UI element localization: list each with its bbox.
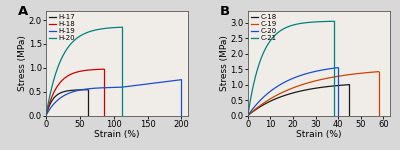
Legend: C-18, C-19, C-20, C-21: C-18, C-19, C-20, C-21 <box>250 13 278 42</box>
H-17 <box>60 91 65 93</box>
C-19 <box>328 77 332 79</box>
X-axis label: Strain (%): Strain (%) <box>296 130 342 139</box>
H-19 <box>141 84 146 85</box>
Line: H-17: H-17 <box>46 90 88 116</box>
C-21 <box>273 34 278 35</box>
H-18 <box>44 115 48 116</box>
H-18 <box>50 94 55 95</box>
C-19 <box>376 71 381 73</box>
H-18 <box>62 77 67 79</box>
C-21 <box>307 21 312 23</box>
H-19 <box>44 115 48 116</box>
H-20 <box>91 30 96 31</box>
C-21 <box>256 66 260 68</box>
H-19 <box>129 85 134 87</box>
C-21 <box>246 115 250 116</box>
Line: H-20: H-20 <box>46 27 122 116</box>
C-19 <box>340 75 345 76</box>
H-18 <box>80 70 84 72</box>
Y-axis label: Stress (MPa): Stress (MPa) <box>220 35 229 91</box>
X-axis label: Strain (%): Strain (%) <box>94 130 140 139</box>
H-20 <box>74 38 78 40</box>
C-20 <box>275 85 280 87</box>
C-20 <box>310 71 315 73</box>
H-19 <box>97 87 102 89</box>
C-20 <box>336 67 340 69</box>
H-19 <box>142 83 147 85</box>
H-18 <box>66 74 71 76</box>
C-18 <box>319 87 324 88</box>
C-19 <box>261 102 266 104</box>
H-18 <box>85 69 90 71</box>
H-17 <box>70 89 75 91</box>
C-20 <box>281 82 286 84</box>
C-18 <box>278 96 283 98</box>
Line: H-19: H-19 <box>46 80 181 116</box>
H-18 <box>86 69 90 71</box>
H-17 <box>44 115 48 116</box>
Text: B: B <box>220 5 230 18</box>
H-20 <box>68 43 73 45</box>
C-18 <box>286 93 290 95</box>
H-17 <box>86 89 90 91</box>
H-20 <box>44 115 48 116</box>
C-18 <box>347 84 352 85</box>
Legend: H-17, H-18, H-19, H-20: H-17, H-18, H-19, H-20 <box>48 13 77 42</box>
Line: H-18: H-18 <box>46 69 104 116</box>
Text: A: A <box>18 5 28 18</box>
Line: C-18: C-18 <box>248 85 349 116</box>
C-21 <box>331 20 336 22</box>
H-17 <box>74 89 79 91</box>
H-19 <box>88 88 92 90</box>
H-17 <box>57 92 62 94</box>
C-19 <box>246 115 250 116</box>
C-18 <box>309 88 314 90</box>
H-19 <box>60 96 65 98</box>
H-20 <box>99 28 104 30</box>
C-20 <box>302 73 307 75</box>
H-19 <box>179 79 184 81</box>
C-20 <box>311 71 316 73</box>
Line: C-21: C-21 <box>248 21 334 116</box>
Line: C-20: C-20 <box>248 68 338 116</box>
C-19 <box>288 88 293 90</box>
H-17 <box>49 101 54 103</box>
C-20 <box>256 101 261 103</box>
C-20 <box>246 115 250 116</box>
C-18 <box>246 115 250 116</box>
H-20 <box>98 28 103 30</box>
Y-axis label: Stress (MPa): Stress (MPa) <box>18 35 27 91</box>
C-21 <box>280 29 284 31</box>
H-20 <box>53 74 58 76</box>
C-18 <box>258 106 262 108</box>
C-19 <box>297 85 302 86</box>
C-21 <box>308 21 312 23</box>
H-20 <box>120 26 124 28</box>
C-18 <box>319 86 324 88</box>
H-18 <box>101 68 106 70</box>
Line: C-19: C-19 <box>248 72 379 116</box>
C-19 <box>340 75 345 76</box>
C-21 <box>299 22 304 24</box>
H-17 <box>74 89 79 91</box>
